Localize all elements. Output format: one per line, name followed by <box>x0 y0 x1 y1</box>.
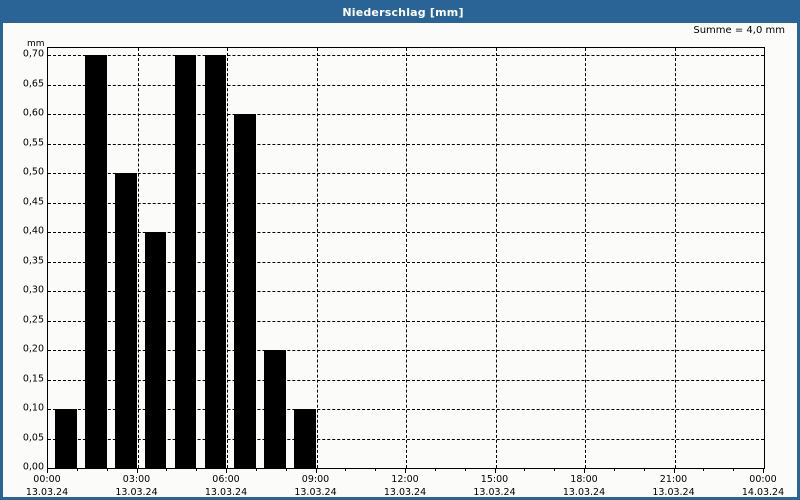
y-tick-label: 0,25 <box>22 314 44 326</box>
x-tick-label: 00:00 <box>749 474 777 485</box>
x-tick-label: 21:00 <box>659 474 688 485</box>
y-tick-label: 0,35 <box>22 255 44 267</box>
y-axis-unit-label: mm <box>27 39 45 49</box>
x-tick-minor <box>106 468 108 471</box>
bar <box>204 55 227 468</box>
x-tick-minor <box>76 468 78 471</box>
x-gridline <box>316 48 318 468</box>
x-tick-minor <box>166 468 168 471</box>
y-tick-label: 0,60 <box>22 107 44 119</box>
x-tick-minor <box>464 468 466 471</box>
x-tick <box>226 468 227 473</box>
bar <box>294 409 316 468</box>
bar <box>115 173 137 468</box>
bar <box>85 55 107 468</box>
sum-label: Summe = 4,0 mm <box>693 25 785 36</box>
x-tick-minor <box>524 468 526 471</box>
y-tick-label: 0,15 <box>22 373 44 385</box>
y-tick-label: 0,00 <box>22 461 44 473</box>
bar <box>174 55 197 468</box>
plot-inner <box>48 48 764 468</box>
y-tick-label: 0,10 <box>22 402 44 414</box>
x-tick-minor <box>643 468 645 471</box>
x-tick-label: 12:00 <box>391 474 419 485</box>
x-tick-date: 13.03.24 <box>383 487 427 498</box>
x-tick-minor <box>375 468 377 471</box>
x-tick-label: 03:00 <box>122 474 151 485</box>
y-tick-label: 0,30 <box>22 284 44 296</box>
x-tick-label: 09:00 <box>301 474 330 485</box>
x-tick <box>494 468 496 473</box>
x-tick-minor <box>733 468 735 471</box>
x-tick <box>47 468 48 473</box>
x-gridline <box>227 48 228 468</box>
bar <box>264 350 286 468</box>
x-tick-date: 13.03.24 <box>25 487 69 498</box>
x-tick-minor <box>613 468 615 471</box>
x-gridline <box>674 48 676 468</box>
x-gridline <box>406 48 407 468</box>
x-tick <box>584 468 585 473</box>
x-tick-date: 13.03.24 <box>115 487 158 498</box>
x-tick-date: 13.03.24 <box>562 487 606 498</box>
x-tick-date: 13.03.24 <box>294 487 337 498</box>
x-tick-date: 14.03.24 <box>741 487 785 498</box>
y-tick-label: 0,65 <box>22 78 44 90</box>
y-axis: 0,00 0,05 0,10 0,15 0,20 0,25 0,30 0,35 0,40 0,45… <box>3 47 44 473</box>
plot-area <box>47 47 765 469</box>
bar <box>55 409 77 468</box>
x-tick-date: 13.03.24 <box>652 487 695 498</box>
x-tick-minor <box>434 468 436 471</box>
y-tick-label: 0,45 <box>22 196 44 208</box>
x-tick-minor <box>345 468 347 471</box>
y-tick-label: 0,05 <box>22 432 44 444</box>
x-tick <box>673 468 675 473</box>
x-tick-minor <box>703 468 705 471</box>
bar <box>144 232 167 468</box>
x-tick <box>405 468 406 473</box>
y-tick-label: 0,40 <box>22 225 44 237</box>
x-tick <box>136 468 138 473</box>
x-gridline <box>137 48 139 468</box>
x-tick-date: 13.03.24 <box>473 487 516 498</box>
x-tick-minor <box>285 468 287 471</box>
x-tick <box>763 468 764 473</box>
bar <box>234 114 256 468</box>
x-tick-label: 18:00 <box>570 474 598 485</box>
x-gridline <box>585 48 586 468</box>
x-tick-label: 00:00 <box>33 474 61 485</box>
x-axis: 00:00 13.03.24 03:00 13.03.24 06:00 13.03.24 0… <box>26 468 784 498</box>
x-tick-date: 13.03.24 <box>204 487 248 498</box>
x-gridline <box>495 48 497 468</box>
y-tick-label: 0,70 <box>22 48 44 60</box>
y-tick-label: 0,20 <box>22 343 44 355</box>
window-title-bar: Niederschlag [mm] <box>3 3 797 23</box>
x-tick-minor <box>196 468 198 471</box>
x-tick-label: 06:00 <box>212 474 240 485</box>
y-tick-label: 0,50 <box>22 166 44 178</box>
x-tick-minor <box>554 468 556 471</box>
x-tick-minor <box>255 468 257 471</box>
y-tick-label: 0,55 <box>22 137 44 149</box>
x-tick <box>315 468 317 473</box>
x-tick-label: 15:00 <box>480 474 509 485</box>
